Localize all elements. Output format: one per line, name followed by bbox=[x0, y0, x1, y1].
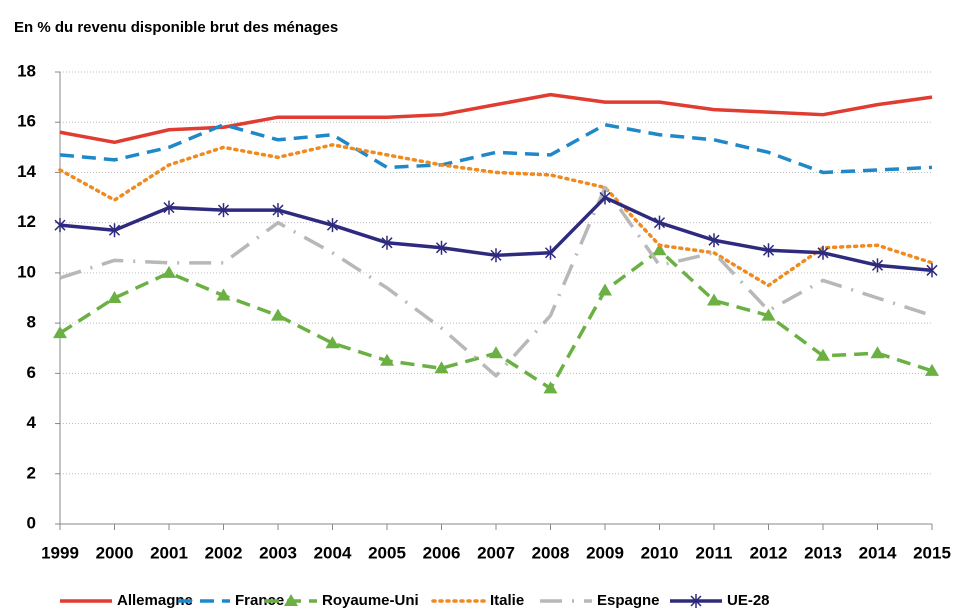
y-tick-label: 18 bbox=[17, 61, 36, 80]
x-tick-label: 2002 bbox=[205, 543, 243, 562]
x-tick-label: 2005 bbox=[368, 543, 406, 562]
point-marker bbox=[162, 265, 176, 278]
x-tick-label: 2009 bbox=[586, 543, 624, 562]
point-marker bbox=[926, 263, 938, 278]
point-marker bbox=[435, 240, 448, 255]
point-marker bbox=[708, 233, 720, 248]
series-line bbox=[59, 185, 933, 378]
x-tick-label: 2007 bbox=[477, 543, 515, 562]
point-marker bbox=[762, 243, 775, 258]
x-tick-label: 2010 bbox=[641, 543, 679, 562]
x-tick-label: 2014 bbox=[859, 543, 897, 562]
y-tick-label: 12 bbox=[17, 212, 36, 231]
x-tick-label: 1999 bbox=[41, 543, 79, 562]
point-marker bbox=[163, 200, 175, 215]
point-marker bbox=[325, 336, 340, 349]
legend-label: Allemagne bbox=[117, 592, 193, 609]
point-marker bbox=[54, 218, 66, 233]
y-tick-label: 14 bbox=[17, 162, 36, 181]
x-tick-label: 2004 bbox=[314, 543, 352, 562]
series-line bbox=[58, 143, 934, 288]
point-marker bbox=[870, 346, 885, 359]
point-marker bbox=[216, 288, 231, 301]
legend-label: Espagne bbox=[597, 592, 660, 609]
legend-marker bbox=[284, 594, 298, 606]
series-line bbox=[59, 92, 933, 145]
point-marker bbox=[217, 203, 230, 218]
point-marker bbox=[272, 203, 284, 218]
y-tick-label: 2 bbox=[27, 463, 36, 482]
x-tick-label: 2012 bbox=[750, 543, 788, 562]
chart-title: En % du revenu disponible brut des ménag… bbox=[14, 19, 338, 36]
y-tick-label: 6 bbox=[27, 363, 36, 382]
point-marker bbox=[271, 308, 285, 321]
x-tick-label: 2013 bbox=[804, 543, 842, 562]
point-marker bbox=[653, 215, 666, 230]
x-tick-label: 2011 bbox=[696, 543, 733, 562]
y-tick-label: 0 bbox=[27, 513, 36, 532]
point-marker bbox=[326, 218, 339, 233]
series-line bbox=[59, 122, 933, 175]
x-tick-label: 2015 bbox=[913, 543, 951, 562]
point-marker bbox=[652, 243, 667, 256]
x-tick-label: 2008 bbox=[532, 543, 570, 562]
legend-label: Italie bbox=[490, 592, 524, 609]
point-marker bbox=[761, 308, 776, 321]
point-marker bbox=[925, 363, 939, 376]
x-tick-label: 2006 bbox=[423, 543, 461, 562]
point-marker bbox=[543, 381, 558, 394]
legend-marker bbox=[690, 594, 702, 608]
point-marker bbox=[434, 361, 449, 374]
point-marker bbox=[381, 235, 393, 250]
x-tick-label: 2003 bbox=[259, 543, 297, 562]
y-tick-label: 10 bbox=[17, 262, 36, 281]
point-marker bbox=[871, 258, 884, 273]
point-marker bbox=[817, 245, 829, 260]
x-tick-label: 2000 bbox=[96, 543, 134, 562]
point-marker bbox=[490, 248, 502, 263]
y-tick-label: 16 bbox=[17, 112, 36, 131]
legend-label: France bbox=[235, 592, 284, 609]
point-marker bbox=[544, 245, 557, 260]
legend-label: UE-28 bbox=[727, 592, 770, 609]
y-tick-label: 4 bbox=[27, 413, 37, 432]
point-marker bbox=[53, 326, 67, 339]
point-marker bbox=[598, 283, 612, 296]
y-tick-label: 8 bbox=[27, 313, 36, 332]
point-marker bbox=[108, 223, 121, 238]
legend-label: Royaume-Uni bbox=[322, 592, 419, 609]
point-marker bbox=[707, 293, 721, 306]
point-marker bbox=[380, 353, 394, 366]
point-marker bbox=[599, 190, 611, 205]
x-tick-label: 2001 bbox=[150, 543, 188, 562]
point-marker bbox=[107, 291, 122, 303]
point-marker bbox=[489, 346, 503, 359]
series-line bbox=[59, 248, 933, 391]
point-marker bbox=[816, 348, 830, 361]
